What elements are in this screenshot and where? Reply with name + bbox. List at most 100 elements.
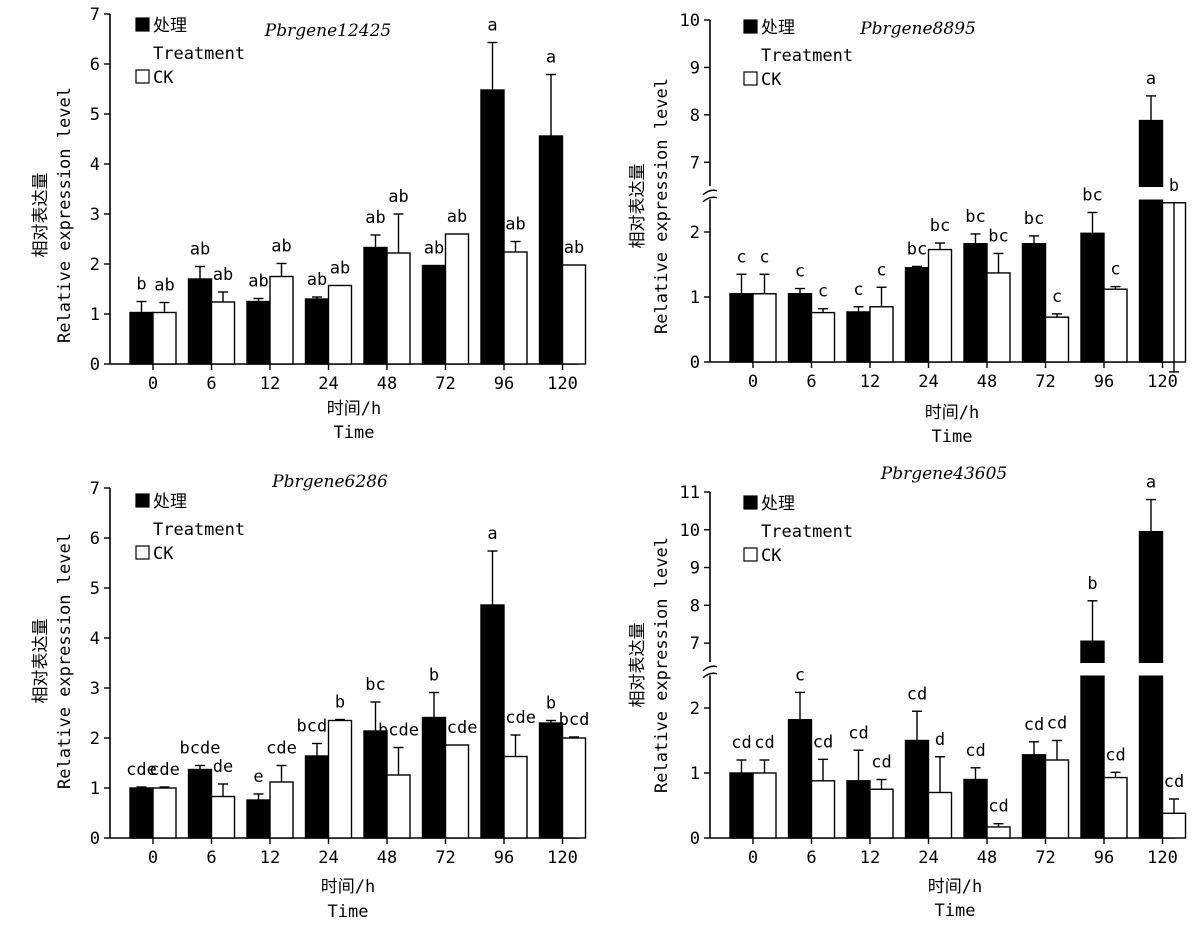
x-tick-label: 72 [435,374,455,394]
legend-treatment-label-en: Treatment [153,44,245,64]
x-tick-label: 6 [806,848,816,868]
legend-ck-swatch [743,71,758,86]
y-tick-label: 6 [90,529,100,549]
significance-label: ab [505,215,525,235]
x-tick-label: 96 [1094,372,1114,392]
y-tick-label: 9 [690,58,700,78]
significance-label: cd [754,733,774,753]
y-tick-label: 10 [680,521,700,541]
ck-bar [869,788,894,839]
x-tick-label: 48 [377,374,397,394]
significance-label: bcd [559,710,590,730]
significance-label: cd [1164,772,1184,792]
significance-label: c [736,247,746,267]
y-tick-label: 8 [690,596,700,616]
legend-treatment-swatch [135,17,150,32]
ck-bar [386,252,411,365]
x-tick-label: 0 [748,372,758,392]
significance-label: bcde [495,708,536,728]
x-tick-label: 120 [547,848,578,868]
ck-bar [152,787,177,839]
treatment-bar [538,135,564,365]
y-tick-label: 4 [90,155,100,175]
significance-label: b [335,693,345,713]
y-axis-title-en: Relative expression level [55,533,75,789]
treatment-bar [1021,242,1047,363]
x-tick-label: 12 [860,848,880,868]
y-axis-title-cn: 相对表达量 [628,623,648,708]
legend-treatment-label-cn: 处理 [761,18,795,38]
significance-label: bc [965,207,985,227]
chart-title: Pbrgene6286 [271,472,388,492]
axis-break-mark [702,672,718,679]
legend-ck-swatch [743,547,758,562]
x-axis-title-cn: 时间/h [925,403,979,423]
significance-label: bc [988,226,1008,246]
treatment-bar [363,730,388,839]
chart-title: Pbrgene43605 [880,464,1007,484]
significance-label: c [1110,260,1120,280]
legend-treatment-label-en: Treatment [153,520,245,540]
x-tick-label: 72 [1035,848,1055,868]
treatment-bar [129,787,154,839]
significance-label: cd [848,723,868,743]
treatment-bar [246,799,271,839]
x-tick-label: 72 [1035,372,1055,392]
significance-label: c [795,262,805,282]
significance-label: b [546,694,556,714]
significance-label: b [136,275,146,295]
treatment-bar [538,722,564,839]
x-tick-label: 6 [206,848,216,868]
ck-bar [810,311,836,363]
y-tick-label: 2 [90,255,100,275]
y-axis-title-cn: 相对表达量 [31,619,51,704]
significance-label: cde [126,760,157,780]
legend-treatment-swatch [743,19,758,34]
chart-title: Pbrgene12425 [264,21,391,41]
ck-bar [1103,776,1128,839]
treatment-bar [304,298,330,365]
y-tick-label: 0 [90,355,100,375]
legend-treatment-swatch [135,493,150,508]
x-tick-label: 120 [547,374,578,394]
bar-break-gap [1137,187,1165,200]
legend-treatment-label-cn: 处理 [761,494,795,514]
treatment-bar [480,89,505,365]
ck-bar [810,780,836,839]
significance-label: bcde [180,739,221,759]
treatment-bar [1080,232,1105,363]
treatment-bar [846,780,871,839]
y-tick-label: 6 [90,55,100,75]
ck-bar [269,275,294,365]
y-axis-title-cn: 相对表达量 [31,173,51,258]
significance-label: cd [871,753,891,773]
significance-label: a [487,524,497,544]
significance-label: ab [307,270,327,290]
ck-bar [986,272,1011,363]
significance-label: ab [190,240,210,260]
x-axis-title-en: Time [334,423,375,443]
significance-label: bcde [437,718,478,738]
legend-ck-label: CK [761,546,782,566]
significance-label: e [253,767,263,787]
treatment-bar [129,311,154,365]
significance-label: c [876,260,886,280]
legend-treatment-swatch [743,495,758,510]
y-tick-label: 10 [680,11,700,31]
y-tick-label: 5 [90,579,100,599]
y-axis-title-en: Relative expression level [55,87,75,343]
ck-bar [1044,759,1070,839]
y-tick-label: 7 [90,5,100,25]
y-tick-label: 7 [690,153,700,173]
x-tick-label: 12 [260,374,280,394]
treatment-bar [729,772,754,839]
y-tick-label: 5 [90,105,100,125]
significance-label: cd [1105,745,1125,765]
y-tick-label: 7 [90,479,100,499]
significance-label: bcde [378,721,419,741]
treatment-bar [1138,530,1164,839]
